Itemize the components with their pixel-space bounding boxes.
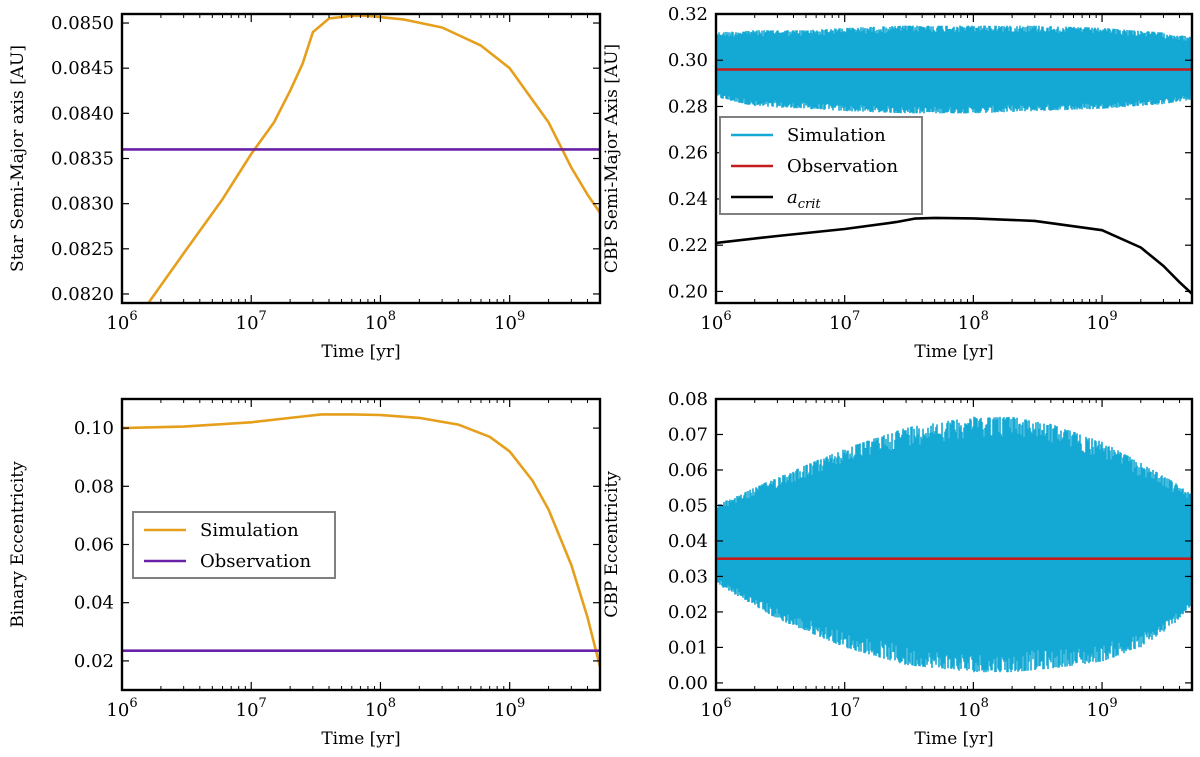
x-tick-label: 109 [494,696,525,721]
legend: Simulation Observation [132,511,336,579]
axis-ticks: 0.0820 0.0825 0.0830 0.0835 0.0840 0.0845 0.08… [51,13,601,334]
y-tick-label: 0.0830 [51,194,114,215]
y-tick-label: 0.0850 [51,13,114,34]
axis-ticks: 0.20 0.22 0.24 0.26 0.28 0.30 0.32 106 107 108 109 [668,4,1193,334]
y-axis-title: Star Semi-Major axis [AU] [8,45,28,272]
y-tick-label: 0.30 [668,50,708,71]
axes-frame [120,12,602,305]
x-tick-label: 108 [958,696,989,721]
series-a-crit-line [716,216,1192,295]
x-tick-label: 109 [494,309,525,334]
axes-frame [714,12,1194,305]
x-axis-title: Time [yr] [914,342,993,362]
y-tick-label: 0.08 [668,389,708,410]
y-tick-label: 0.01 [668,637,708,658]
y-tick-label: 0.0845 [51,58,114,79]
x-tick-label: 108 [365,309,396,334]
y-tick-label: 0.0820 [51,284,114,305]
y-tick-label: 0.32 [668,4,708,25]
panel-cbp-a: 0.20 0.22 0.24 0.26 0.28 0.30 0.32 106 107 108 109… [602,4,1194,362]
legend-entry-label: acrit [787,187,821,212]
plot-area [716,25,1192,295]
x-tick-label: 106 [700,309,731,334]
x-tick-label: 107 [236,309,267,334]
y-axis-title: Binary Eccentricity [8,461,28,628]
x-tick-label: 107 [829,696,860,721]
y-tick-label: 0.22 [668,235,708,256]
axis-ticks: 0.02 0.04 0.06 0.08 0.10 106 107 108 109 [74,399,601,721]
y-tick-label: 0.05 [668,495,708,516]
y-tick-label: 0.10 [74,418,114,439]
legend-entry-label: Simulation [200,520,299,541]
y-tick-label: 0.24 [668,189,708,210]
x-tick-label: 108 [365,696,396,721]
y-tick-label: 0.0835 [51,149,114,170]
x-tick-label: 106 [700,696,731,721]
series-simulation-line [147,14,600,303]
y-tick-label: 0.00 [668,673,708,694]
y-tick-label: 0.08 [74,476,114,497]
panel-binary-e: 0.02 0.04 0.06 0.08 0.10 106 107 108 109 Time [yr… [8,397,602,749]
x-tick-label: 109 [1086,309,1117,334]
plot-area [122,413,600,668]
y-tick-label: 0.26 [668,143,708,164]
y-tick-label: 0.0825 [51,239,114,260]
series-simulation [716,416,1192,673]
y-tick-label: 0.03 [668,566,708,587]
panel-cbp-e: 0.00 0.01 0.02 0.03 0.04 0.05 0.06 0.07 0.08 106 1… [602,389,1194,749]
y-tick-label: 0.07 [668,424,708,445]
y-tick-label: 0.02 [668,602,708,623]
legend: Simulation Observation acrit [719,116,923,215]
y-axis-title: CBP Semi-Major Axis [AU] [602,44,622,273]
x-tick-label: 106 [106,309,137,334]
y-tick-label: 0.04 [668,531,708,552]
x-axis-title: Time [yr] [914,729,993,749]
legend-entry-label: Observation [200,551,312,572]
y-tick-label: 0.04 [74,593,114,614]
y-tick-label: 0.06 [74,535,114,556]
x-tick-label: 108 [958,309,989,334]
legend-entry-label: Observation [787,156,899,177]
axes-frame [120,397,602,692]
y-tick-label: 0.06 [668,460,708,481]
legend-entry-label: Simulation [787,125,886,146]
panel-star-a: 0.0820 0.0825 0.0830 0.0835 0.0840 0.0845 0.08… [8,12,602,362]
y-tick-label: 0.02 [74,651,114,672]
x-tick-label: 107 [236,696,267,721]
plot-area [122,14,600,303]
series-simulation-band [716,416,1192,673]
plot-area [716,416,1192,673]
x-tick-label: 107 [829,309,860,334]
y-tick-label: 0.28 [668,96,708,117]
axis-ticks: 0.00 0.01 0.02 0.03 0.04 0.05 0.06 0.07 0.08 106 1… [668,389,1193,721]
x-axis-title: Time [yr] [321,342,400,362]
x-tick-label: 106 [106,696,137,721]
x-tick-label: 109 [1086,696,1117,721]
y-tick-label: 0.20 [668,281,708,302]
axes-frame [714,397,1194,692]
series-simulation-line [122,413,600,668]
y-axis-title: CBP Eccentricity [602,471,622,618]
legend-box [132,511,336,579]
y-tick-label: 0.0840 [51,103,114,124]
x-axis-title: Time [yr] [321,729,400,749]
